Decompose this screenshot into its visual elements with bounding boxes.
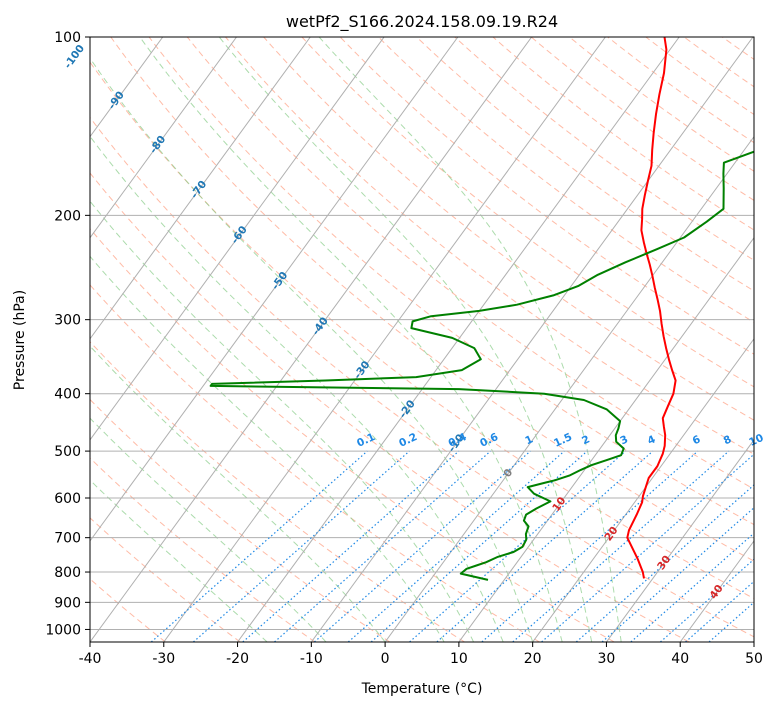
y-axis-title: Pressure (hPa)	[12, 290, 28, 390]
x-tick-label: 10	[450, 651, 468, 667]
x-tick-label: -10	[300, 651, 323, 667]
x-tick-label: 40	[671, 651, 689, 667]
y-tick-label: 500	[54, 444, 81, 460]
y-tick-label: 700	[54, 531, 81, 547]
y-tick-label: 1000	[45, 622, 81, 638]
isotherm-line	[754, 37, 775, 642]
y-tick-label: 100	[54, 30, 81, 46]
y-tick-label: 600	[54, 491, 81, 507]
y-tick-label: 300	[54, 313, 81, 329]
x-tick-label: -30	[152, 651, 175, 667]
y-tick-label: 900	[54, 595, 81, 611]
dry-adiabat-line	[760, 37, 775, 642]
x-tick-label: -40	[79, 651, 102, 667]
x-axis-title: Temperature (°C)	[361, 681, 483, 697]
x-tick-label: 50	[745, 651, 763, 667]
x-tick-label: 20	[524, 651, 542, 667]
y-tick-label: 400	[54, 387, 81, 403]
y-tick-label: 200	[54, 208, 81, 224]
y-tick-label: 800	[54, 565, 81, 581]
x-tick-label: -20	[226, 651, 249, 667]
x-tick-label: 30	[598, 651, 616, 667]
x-tick-label: 0	[381, 651, 390, 667]
isotherm-label: -100	[62, 43, 87, 71]
chart-title: wetPf2_S166.2024.158.09.19.R24	[286, 12, 558, 32]
